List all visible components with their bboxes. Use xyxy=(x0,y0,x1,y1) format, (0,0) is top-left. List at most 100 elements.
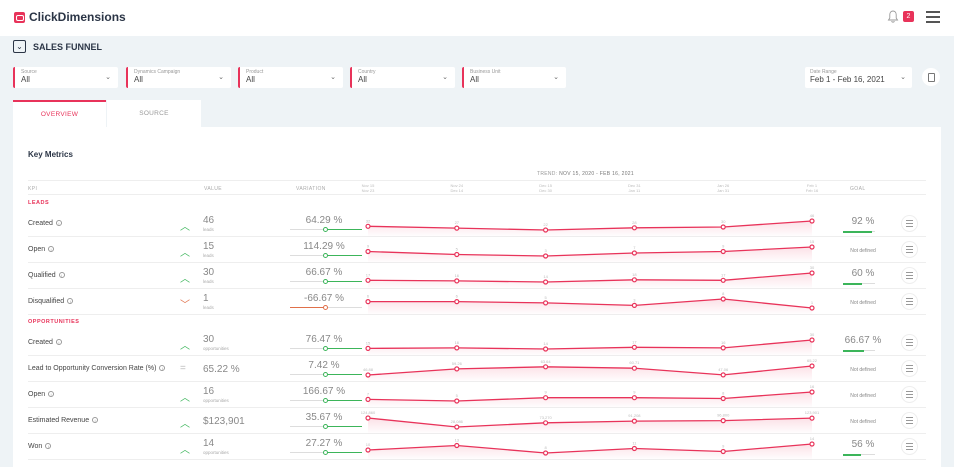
row-menu-button[interactable] xyxy=(901,241,918,258)
table-row: Qualified i ︿ 30 leads 66.67 % 17 16 14 18 17… xyxy=(28,263,926,289)
page-header: ⌄ SALES FUNNEL xyxy=(13,40,102,53)
svg-text:15: 15 xyxy=(366,340,371,345)
bell-icon[interactable] xyxy=(887,10,899,23)
svg-text:8: 8 xyxy=(544,445,547,450)
svg-text:16: 16 xyxy=(810,384,815,389)
row-menu-button[interactable] xyxy=(901,438,918,455)
header-kpi: KPI xyxy=(28,186,38,192)
svg-text:9: 9 xyxy=(544,390,547,395)
kpi-name: Open i xyxy=(28,391,55,398)
svg-text:8: 8 xyxy=(722,291,725,296)
download-file-icon xyxy=(927,72,935,82)
info-icon[interactable]: i xyxy=(45,443,52,450)
kpi-value: $123,901 xyxy=(203,416,245,427)
info-icon[interactable]: i xyxy=(92,417,99,424)
info-icon[interactable]: i xyxy=(67,298,74,305)
variation-value: 27.27 % xyxy=(305,438,343,449)
tab-overview[interactable]: OVERVIEW xyxy=(13,100,106,128)
svg-text:63.64: 63.64 xyxy=(541,359,552,364)
table-row: Lead to Opportunity Conversion Rate (%) i… xyxy=(28,356,926,382)
row-menu-button[interactable] xyxy=(901,267,918,284)
section-opportunities: OPPORTUNITIES xyxy=(28,319,80,325)
trend-up-icon: ︿ xyxy=(180,393,190,404)
svg-text:9: 9 xyxy=(722,244,725,249)
svg-text:65.22: 65.22 xyxy=(807,358,818,363)
row-menu-button[interactable] xyxy=(901,334,918,351)
filter-value: All xyxy=(134,75,143,84)
svg-text:15: 15 xyxy=(810,239,815,244)
variation-slider xyxy=(290,253,362,258)
filter-label: Business Unit xyxy=(470,69,501,75)
filter-product[interactable]: Product All ⌄ xyxy=(238,67,343,88)
info-icon[interactable]: i xyxy=(48,391,55,398)
trend-up-icon: ︿ xyxy=(180,419,190,430)
kpi-unit: leads xyxy=(203,279,214,284)
svg-text:28: 28 xyxy=(632,220,637,225)
variation-value: -66.67 % xyxy=(303,293,345,304)
info-icon[interactable]: i xyxy=(159,365,166,372)
svg-text:14: 14 xyxy=(543,274,548,279)
svg-text:30: 30 xyxy=(810,332,815,337)
info-icon[interactable]: i xyxy=(58,272,65,279)
row-menu-button[interactable] xyxy=(901,293,918,310)
trend-sparkline: 46.88 59.26 63.64 60.71 47.06 65.22 xyxy=(363,358,818,382)
table-row: Created i ︿ 30 opportunities 76.47 % 15 16… xyxy=(28,330,926,356)
goal-progress-bar xyxy=(843,230,875,233)
svg-text:47.06: 47.06 xyxy=(718,367,729,372)
chevron-down-icon: ⌄ xyxy=(330,74,336,81)
svg-text:16: 16 xyxy=(721,340,726,345)
goal-value: Not defined xyxy=(850,419,876,425)
svg-text:9: 9 xyxy=(722,444,725,449)
filter-dynamics-campaign[interactable]: Dynamics Campaign All ⌄ xyxy=(126,67,231,88)
row-menu-button[interactable] xyxy=(901,360,918,377)
filter-business-unit[interactable]: Business Unit All ⌄ xyxy=(462,67,566,88)
chevron-down-icon: ⌄ xyxy=(105,74,111,81)
notification-badge[interactable]: 2 xyxy=(903,11,914,22)
kpi-value: 15 xyxy=(203,241,215,252)
week-label: Nov 24 Dec 14 xyxy=(450,183,464,193)
filter-source[interactable]: Source All ⌄ xyxy=(13,67,118,88)
trend-range-title: TREND: NOV 15, 2020 - FEB 16, 2021 xyxy=(537,171,634,177)
logo[interactable]: ClickDimensions xyxy=(14,10,126,24)
row-menu-button[interactable] xyxy=(901,386,918,403)
variation-slider xyxy=(290,398,362,403)
table-row: Won i ︿ 14 opportunities 27.27 % 10 13 8 11 9… xyxy=(28,434,926,460)
export-button[interactable] xyxy=(922,68,940,86)
kpi-name: Created i xyxy=(28,339,62,346)
kpi-name: Disqualified i xyxy=(28,298,74,305)
info-icon[interactable]: i xyxy=(55,339,62,346)
kpi-name: Lead to Opportunity Conversion Rate (%) i xyxy=(28,365,166,372)
variation-value: 35.67 % xyxy=(305,412,343,423)
trend-sparkline: 7 5 9 9 8 16 xyxy=(365,384,815,408)
trend-sparkline: 15 16 14 17 16 30 xyxy=(365,332,815,356)
variation-slider xyxy=(290,227,362,232)
kpi-value: 65.22 % xyxy=(203,364,240,375)
kpi-unit: opportunities xyxy=(203,398,229,403)
trend-sparkline: 6 6 5 3 8 1 xyxy=(365,291,815,315)
kpi-value: 30 xyxy=(203,334,215,345)
svg-text:30: 30 xyxy=(721,219,726,224)
svg-text:96,800: 96,800 xyxy=(717,413,730,418)
goal-value: Not defined xyxy=(850,393,876,399)
tab-source[interactable]: SOURCE xyxy=(107,100,201,128)
trend-sparkline: 17 16 14 18 17 30 xyxy=(365,265,815,289)
info-icon[interactable]: i xyxy=(55,220,62,227)
row-menu-button[interactable] xyxy=(901,215,918,232)
svg-text:13: 13 xyxy=(455,438,460,443)
filter-country[interactable]: Country All ⌄ xyxy=(350,67,455,88)
svg-text:124,860: 124,860 xyxy=(361,410,376,415)
collapse-toggle-chevron-icon[interactable]: ⌄ xyxy=(13,40,26,53)
svg-text:6: 6 xyxy=(456,294,459,299)
date-range-label: Date Range xyxy=(810,69,837,75)
chevron-down-icon: ⌄ xyxy=(442,74,448,81)
svg-text:7: 7 xyxy=(633,245,636,250)
kpi-unit: leads xyxy=(203,227,214,232)
row-menu-button[interactable] xyxy=(901,412,918,429)
svg-text:5: 5 xyxy=(456,247,459,252)
filter-value: All xyxy=(358,75,367,84)
info-icon[interactable]: i xyxy=(48,246,55,253)
date-range-select[interactable]: Date Range Feb 1 - Feb 16, 2021 ⌄ xyxy=(805,67,912,88)
trend-up-icon: ︿ xyxy=(180,222,190,233)
hamburger-menu-icon[interactable] xyxy=(926,11,940,23)
trend-down-icon: ﹀ xyxy=(180,300,190,311)
